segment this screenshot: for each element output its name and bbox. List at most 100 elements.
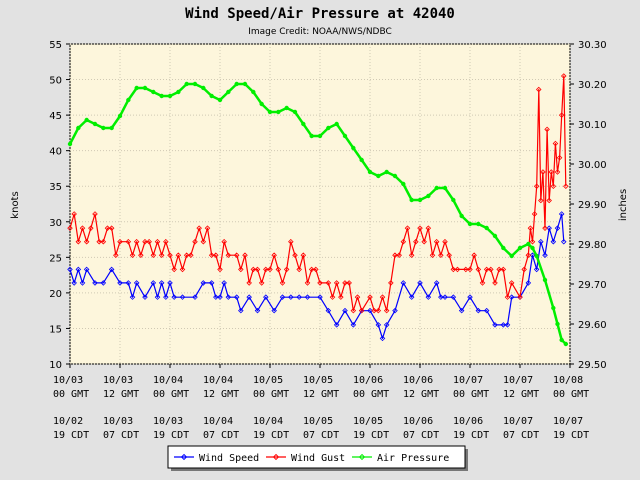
wind-gust-point (535, 86, 542, 93)
wind-gust-point (104, 225, 111, 231)
wind-gust-point (379, 294, 386, 300)
wind-gust-point (254, 266, 261, 273)
y-tick-label: 25 (49, 253, 62, 264)
wind-gust-point (208, 252, 215, 258)
wind-gust-point (113, 252, 119, 258)
series-air-pressure (67, 81, 569, 347)
wind-gust-point (304, 280, 311, 286)
wind-speed-point (100, 280, 107, 286)
wind-speed-point (433, 280, 440, 286)
wind-gust-point (221, 238, 227, 245)
air-pressure-point (434, 185, 439, 191)
legend-item-air-pressure: Air Pressure (352, 453, 449, 464)
y2-axis-label: inches (618, 189, 629, 221)
air-pressure-point (226, 89, 231, 95)
wind-gust-point (200, 238, 207, 245)
x-tick-date-cdt: 10/07 (553, 416, 583, 427)
air-pressure-point (101, 125, 106, 131)
wind-speed-point (254, 307, 261, 314)
y-tick-label: 50 (49, 76, 62, 87)
x-tick-time-gmt: 00 GMT (453, 389, 489, 400)
air-pressure-point (442, 185, 448, 191)
x-tick-date-cdt: 10/03 (153, 416, 183, 427)
air-pressure-point (242, 81, 248, 87)
wind-gust-point (558, 112, 565, 118)
y-tick-label: 15 (49, 324, 62, 335)
x-tick-date-gmt: 10/03 (53, 375, 83, 386)
wind-speed-point (92, 280, 98, 286)
wind-gust-point (271, 252, 277, 258)
air-pressure-point (376, 173, 381, 179)
x-tick-time-gmt: 00 GMT (53, 389, 89, 400)
wind-speed-point (117, 280, 123, 286)
wind-gust-point (204, 225, 211, 231)
wind-speed-point (367, 307, 373, 314)
x-tick-date-cdt: 10/06 (403, 416, 433, 427)
air-pressure-point (184, 81, 189, 87)
wind-gust-point (158, 252, 165, 258)
wind-gust-point (404, 225, 411, 231)
y2-tick-label: 30.10 (578, 120, 607, 131)
wind-speed-point (129, 294, 136, 300)
x-tick-time-cdt: 19 CDT (53, 430, 89, 441)
x-tick-date-gmt: 10/03 (103, 375, 133, 386)
x-tick-time-cdt: 19 CDT (253, 430, 289, 441)
air-pressure-point (476, 221, 481, 227)
wind-gust-point (108, 225, 115, 231)
wind-gust-point (79, 225, 86, 231)
wind-gust-point (552, 140, 559, 147)
y-tick-label: 30 (49, 218, 62, 229)
wind-gust-point (550, 183, 557, 189)
air-pressure-point (359, 157, 364, 163)
wind-gust-point (196, 225, 202, 231)
wind-gust-point (96, 238, 102, 245)
wind-gust-point (129, 252, 136, 258)
wind-gust-point (88, 225, 94, 231)
wind-speed-point (546, 225, 552, 231)
wind-gust-point (438, 252, 444, 258)
chart-subtitle: Image Credit: NOAA/NWS/NDBC (248, 27, 392, 37)
wind-gust-point (483, 266, 490, 273)
wind-speed-point (504, 322, 511, 328)
wind-gust-point (333, 280, 340, 286)
wind-gust-point (429, 252, 436, 258)
wind-speed-point (325, 307, 332, 314)
wind-gust-point (175, 252, 182, 258)
air-pressure-point (334, 121, 339, 127)
wind-gust-point (471, 252, 477, 258)
series-group (67, 73, 569, 347)
wind-gust-point (233, 252, 240, 258)
x-tick-time-cdt: 19 CDT (153, 430, 189, 441)
air-pressure-point (317, 133, 323, 139)
wind-gust-point (288, 238, 294, 245)
air-pressure-point (459, 213, 464, 219)
air-pressure-point (534, 253, 539, 259)
x-tick-time-cdt: 07 CDT (503, 430, 539, 441)
wind-gust-point (267, 266, 273, 273)
wind-gust-point (142, 238, 148, 245)
wind-speed-point (317, 294, 323, 300)
air-pressure-point (192, 81, 198, 87)
x-tick-time-gmt: 00 GMT (553, 389, 589, 400)
x-tick-date-gmt: 10/04 (203, 375, 233, 386)
wind-gust-point (454, 266, 461, 273)
wind-speed-point (125, 280, 132, 286)
wind-speed-point (246, 294, 252, 300)
wind-speed-point (475, 307, 482, 314)
legend-item-wind-gust: Wind Gust (266, 453, 345, 464)
wind-gust-point (313, 266, 319, 273)
wind-speed-point (550, 238, 557, 245)
air-pressure-point (276, 109, 281, 115)
wind-gust-point (300, 252, 307, 258)
air-pressure-point (342, 133, 348, 139)
air-pressure-point (401, 181, 406, 187)
y-tick-label: 45 (49, 111, 62, 122)
air-pressure-point (417, 197, 423, 203)
wind-speed-point (296, 294, 302, 300)
air-pressure-point (259, 101, 264, 107)
wind-speed-point (375, 322, 382, 328)
x-tick-date-gmt: 10/06 (403, 375, 433, 386)
wind-gust-point (504, 294, 511, 300)
x-tick-time-gmt: 12 GMT (403, 389, 439, 400)
wind-speed-point (438, 294, 444, 300)
